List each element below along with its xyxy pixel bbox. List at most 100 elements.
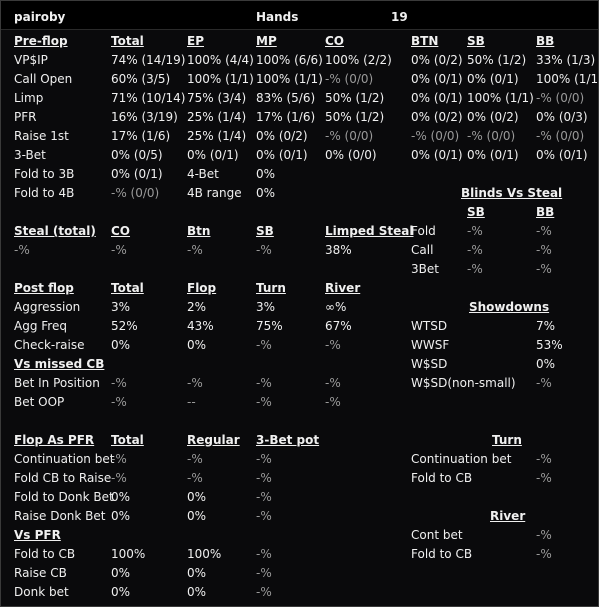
flop-as-pfr-col-total: Total <box>111 433 144 447</box>
stat-value: -% <box>536 224 552 238</box>
stat-value: 0% <box>187 490 207 504</box>
stat-value: 16% (3/19) <box>111 110 178 124</box>
bvs-col-bb: BB <box>536 205 555 219</box>
stat-value: 50% (1/2) <box>325 110 385 124</box>
stat-value: 0% (0/1) <box>467 72 519 86</box>
stat-value: ∞% <box>325 300 347 314</box>
row-label: Continuation bet <box>14 452 115 466</box>
stat-value: 43% <box>187 319 214 333</box>
stat-value: 0% (0/2) <box>411 53 463 67</box>
stat-value: 83% (5/6) <box>256 91 316 105</box>
row-label: Fold CB to Raise <box>14 471 112 485</box>
stat-value: -% <box>325 376 341 390</box>
stat-value: 0% <box>187 566 207 580</box>
stat-value: 75% <box>256 319 283 333</box>
row-label: Raise Donk Bet <box>14 509 106 523</box>
stat-value: -% <box>111 452 127 466</box>
stat-value: 0% (0/3) <box>536 110 588 124</box>
stat-value: -% <box>467 224 483 238</box>
stat-value: -% <box>187 243 203 257</box>
stat-value: 3% <box>256 300 276 314</box>
fold-to-3b-label: Fold to 3B <box>14 167 75 181</box>
stat-value: -% <box>536 452 552 466</box>
row-label: Bet In Position <box>14 376 100 390</box>
row-label: W$SD(non-small) <box>411 376 516 390</box>
stat-value: -% (0/0) <box>411 129 460 143</box>
player-name: pairoby <box>14 10 66 24</box>
steal-col-sb: SB <box>256 224 274 238</box>
stat-value: 50% (1/2) <box>325 91 385 105</box>
row-label: Bet OOP <box>14 395 65 409</box>
row-label: VP$IP <box>14 53 48 67</box>
stat-value: 75% (3/4) <box>187 91 247 105</box>
stat-value: 52% <box>111 319 138 333</box>
stat-value: -% (0/0) <box>467 129 516 143</box>
stat-value: 0% (0/2) <box>256 129 308 143</box>
stat-value: -% <box>111 376 127 390</box>
row-label: Limp <box>14 91 44 105</box>
stat-value: -% <box>536 243 552 257</box>
row-label: W$SD <box>411 357 448 371</box>
stat-value: 17% (1/6) <box>111 129 171 143</box>
stat-value: 7% <box>536 319 556 333</box>
stat-value: 0% <box>187 338 207 352</box>
blinds-vs-steal-title: Blinds Vs Steal <box>461 186 563 200</box>
flop-as-pfr-col-3bet-pot: 3-Bet pot <box>256 433 320 447</box>
stat-value: -% <box>536 528 552 542</box>
stat-value: 0% (0/1) <box>411 148 463 162</box>
stat-value: 100% (1/1) <box>536 72 599 86</box>
hands-label: Hands <box>256 10 299 24</box>
stat-value: -% <box>536 376 552 390</box>
stat-value: -% <box>256 376 272 390</box>
stat-value: -% <box>256 509 272 523</box>
stat-value: 100% <box>187 547 222 561</box>
stat-value: -% <box>111 243 127 257</box>
stat-value: -% <box>325 395 341 409</box>
stat-value: 0% (0/1) <box>411 91 463 105</box>
stat-value: -% (0/0) <box>325 72 374 86</box>
stat-value: 100% (6/6) <box>256 53 323 67</box>
stat-value: -% <box>325 338 341 352</box>
preflop-col-total: Total <box>111 34 144 48</box>
bvs-row-label: 3Bet <box>411 262 439 276</box>
preflop-col-bb: BB <box>536 34 555 48</box>
stat-value: 0% (0/0) <box>325 148 377 162</box>
stat-value: -% <box>256 338 272 352</box>
turn-title: Turn <box>492 433 522 447</box>
stat-value: 0% (0/1) <box>411 72 463 86</box>
hands-count: 19 <box>391 10 408 24</box>
fold-to-4b-value: -% (0/0) <box>111 186 160 200</box>
postflop-col-river: River <box>325 281 361 295</box>
stat-value: 0% <box>536 357 556 371</box>
stat-value: 100% (1/1) <box>467 91 534 105</box>
stat-value: -% <box>14 243 30 257</box>
bvs-row-label: Fold <box>411 224 436 238</box>
stat-value: -% <box>256 547 272 561</box>
vs-missed-cb-header: Vs missed CB <box>14 357 105 371</box>
stat-value: 0% <box>111 566 131 580</box>
bvs-col-sb: SB <box>467 205 485 219</box>
limped-steal-header: Limped Steal <box>325 224 414 238</box>
stat-value: 25% (1/4) <box>187 110 247 124</box>
row-label: Aggression <box>14 300 81 314</box>
stat-value: 50% (1/2) <box>467 53 527 67</box>
row-label: Check-raise <box>14 338 85 352</box>
stat-value: 2% <box>187 300 207 314</box>
row-label: Continuation bet <box>411 452 512 466</box>
stat-value: -% <box>187 376 203 390</box>
river-title: River <box>490 509 526 523</box>
stat-value: -- <box>187 395 196 409</box>
stat-value: -% <box>467 262 483 276</box>
row-label: Call Open <box>14 72 73 86</box>
stat-value: 0% (0/1) <box>187 148 239 162</box>
preflop-col-btn: BTN <box>411 34 439 48</box>
postflop-col-turn: Turn <box>256 281 286 295</box>
stat-value: -% <box>111 395 127 409</box>
steal-col-btn: Btn <box>187 224 211 238</box>
stat-value: 60% (3/5) <box>111 72 171 86</box>
stat-value: 0% <box>111 509 131 523</box>
stat-value: 17% (1/6) <box>256 110 316 124</box>
fourbet-range-label: 4B range <box>187 186 242 200</box>
stat-value: 0% (0/5) <box>111 148 163 162</box>
